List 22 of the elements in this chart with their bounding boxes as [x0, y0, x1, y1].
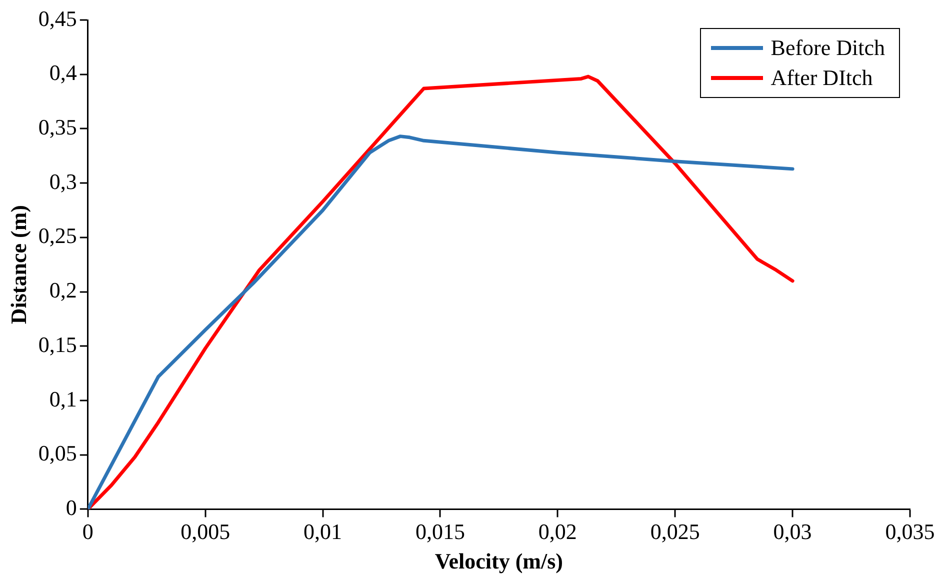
x-tick-label: 0,005 [180, 519, 230, 544]
y-tick-label: 0,3 [49, 168, 77, 194]
y-tick-label: 0,45 [38, 6, 77, 31]
y-tick-label: 0,4 [49, 60, 77, 86]
y-tick-label: 0,1 [49, 386, 77, 412]
x-tick-label: 0,025 [650, 519, 700, 544]
x-tick-label: 0,035 [885, 519, 935, 544]
y-axis-title: Distance (m) [6, 205, 31, 324]
y-tick-label: 0,2 [49, 278, 77, 303]
y-tick-label: 0,25 [38, 223, 77, 248]
x-tick-label: 0 [82, 519, 94, 544]
y-tick-label: 0,15 [38, 332, 77, 357]
y-tick-label: 0,05 [38, 440, 77, 466]
legend-label: After DItch [770, 65, 873, 91]
legend-label: Before Ditch [770, 35, 885, 61]
x-tick-label: 0,03 [773, 519, 812, 544]
x-tick-label: 0,015 [415, 519, 465, 544]
x-tick-label: 0,02 [538, 519, 577, 544]
y-tick-label: 0,35 [38, 114, 77, 140]
x-axis-title: Velocity (m/s) [434, 548, 564, 574]
y-tick-label: 0 [66, 494, 77, 520]
x-tick-label: 0,01 [304, 519, 342, 544]
